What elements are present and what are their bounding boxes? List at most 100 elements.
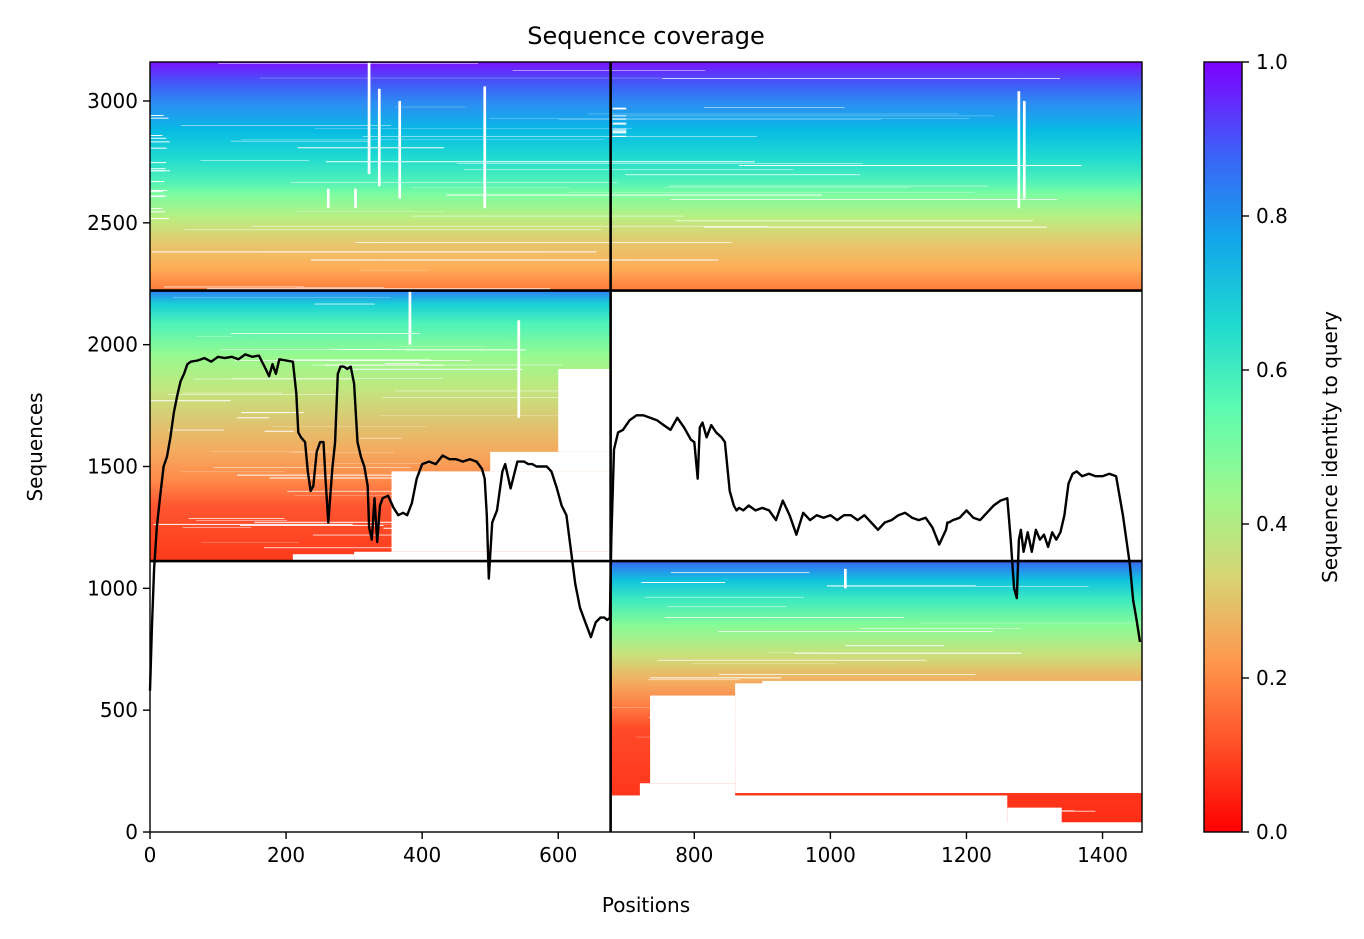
gap-region	[612, 132, 627, 134]
gap-region	[725, 758, 773, 760]
y-tick-label: 2000	[87, 333, 138, 357]
gap-region	[826, 686, 879, 687]
gap-region	[670, 199, 1058, 200]
gap-region	[325, 364, 444, 366]
colorbar-ticks: 0.0 0.2 0.4 0.6 0.8 1.0	[1242, 50, 1288, 844]
gap-region	[662, 77, 1061, 79]
gap-region	[150, 400, 231, 402]
gap-region	[269, 477, 452, 479]
gap-region	[612, 135, 627, 137]
gap-region	[612, 107, 627, 109]
gap-region	[826, 585, 976, 587]
gap-region	[150, 190, 168, 192]
gap-region	[734, 821, 811, 823]
gap-region	[150, 170, 165, 172]
gap-region	[236, 474, 456, 476]
x-tick-label: 400	[403, 843, 441, 867]
gap-region	[207, 288, 551, 290]
gap-region	[234, 360, 471, 361]
gap-region	[385, 363, 420, 365]
gap-region	[845, 645, 944, 647]
gap-region	[664, 617, 904, 618]
chain-boundaries	[150, 62, 1142, 832]
gap-region	[762, 680, 1142, 686]
gap-region	[612, 118, 627, 120]
gap-region	[239, 524, 384, 526]
gap-region	[735, 683, 1142, 794]
gap-region	[230, 333, 421, 334]
gap-region	[150, 147, 167, 149]
gap-region	[163, 286, 304, 288]
gap-region	[703, 226, 1047, 228]
gap-region	[398, 100, 402, 199]
colorbar-tick-label: 0.8	[1256, 204, 1288, 228]
block-paired	[150, 62, 1142, 291]
gap-region	[517, 320, 521, 418]
x-tick-label: 0	[144, 843, 157, 867]
gap-region	[297, 147, 445, 149]
gap-region	[188, 518, 285, 519]
y-tick-label: 500	[100, 698, 138, 722]
gap-region	[367, 62, 371, 175]
gap-region	[150, 196, 165, 198]
x-tick-label: 800	[675, 843, 713, 867]
gap-region	[276, 359, 431, 361]
plot-frame	[149, 61, 1143, 833]
y-axis-label: Sequences	[23, 392, 47, 501]
plot-area	[150, 62, 1142, 832]
colorbar-gradient	[1203, 61, 1243, 833]
gap-region	[254, 521, 495, 523]
y-tick-label: 2500	[87, 211, 138, 235]
gap-region	[612, 130, 627, 132]
y-tick-label: 0	[125, 820, 138, 844]
colorbar-label: Sequence identity to query	[1318, 311, 1342, 583]
gap-region	[150, 141, 170, 143]
gap-region	[612, 115, 627, 117]
gap-region	[650, 695, 736, 784]
gap-region	[377, 88, 381, 187]
gap-region	[263, 547, 448, 549]
gap-region	[150, 137, 167, 139]
gap-region	[150, 191, 163, 193]
gap-region	[790, 823, 1006, 825]
gap-region	[932, 822, 1142, 832]
colorbar: 0.0 0.2 0.4 0.6 0.8 1.0 Sequence identity to …	[1203, 50, 1342, 844]
gap-region	[739, 165, 1082, 166]
gap-region	[150, 195, 167, 197]
gap-region	[1017, 91, 1021, 209]
gap-region	[150, 168, 166, 170]
gap-region	[490, 451, 611, 472]
colorbar-tick-label: 1.0	[1256, 50, 1288, 74]
x-tick-label: 600	[539, 843, 577, 867]
gap-region	[922, 737, 1142, 739]
y-tick-label: 1500	[87, 454, 138, 478]
gap-region	[718, 631, 993, 632]
gap-region	[341, 349, 416, 351]
gap-region	[670, 572, 810, 574]
gap-region	[168, 429, 225, 431]
y-tick-label: 1000	[87, 576, 138, 600]
gap-region	[354, 551, 611, 562]
gap-region	[150, 117, 169, 119]
gap-region	[612, 128, 627, 130]
gap-region	[292, 554, 355, 562]
y-axis: 0 500 1000 1500 2000 2500 3000	[87, 89, 150, 844]
gap-region	[648, 717, 916, 718]
y-tick-label: 3000	[87, 89, 138, 113]
gap-region	[871, 746, 1021, 748]
gap-region	[641, 582, 726, 583]
gap-region	[408, 290, 412, 345]
gap-region	[241, 412, 304, 414]
gap-region	[150, 181, 165, 183]
gap-region	[862, 778, 1079, 780]
gap-region	[287, 490, 438, 492]
gap-region	[310, 259, 719, 261]
colorbar-tick-label: 0.0	[1256, 820, 1288, 844]
gap-region	[446, 194, 822, 196]
gap-region	[612, 122, 627, 124]
gap-region	[625, 174, 861, 176]
colorbar-tick-label: 0.2	[1256, 666, 1288, 690]
chart-title: Sequence coverage	[527, 22, 764, 50]
gap-region	[843, 568, 847, 589]
